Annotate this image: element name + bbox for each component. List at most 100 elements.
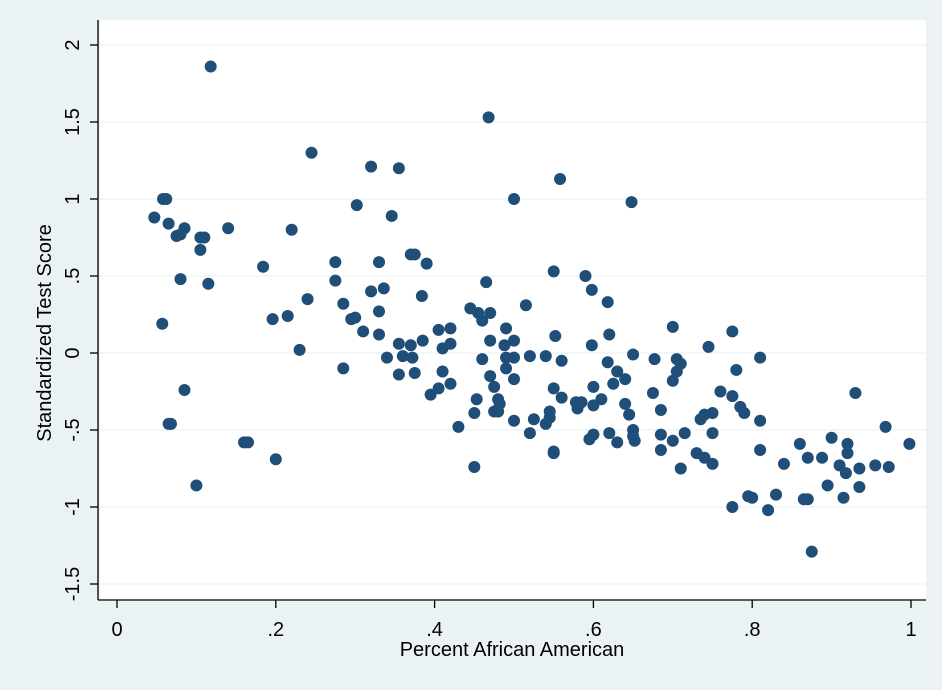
data-point: [345, 313, 358, 326]
data-point: [377, 282, 390, 295]
y-tick-label: -1: [62, 498, 84, 516]
data-point: [706, 457, 719, 470]
data-point: [805, 545, 818, 558]
data-point: [432, 382, 445, 395]
data-point: [350, 199, 363, 212]
x-axis-title: Percent African American: [400, 639, 625, 661]
data-point: [670, 365, 683, 378]
data-point: [385, 209, 398, 222]
data-point: [164, 417, 177, 430]
data-point: [436, 365, 449, 378]
data-point: [603, 427, 616, 440]
data-point: [666, 434, 679, 447]
data-point: [601, 356, 614, 369]
data-point: [242, 436, 255, 449]
y-axis-title: Standardized Test Score: [34, 224, 56, 442]
data-point: [762, 504, 775, 517]
data-point: [162, 217, 175, 230]
data-point: [484, 370, 497, 383]
data-point: [373, 305, 386, 318]
data-point: [498, 339, 511, 352]
data-point: [853, 480, 866, 493]
data-point: [380, 351, 393, 364]
data-point: [488, 380, 501, 393]
data-point: [266, 313, 279, 326]
data-point: [882, 460, 895, 473]
data-point: [470, 393, 483, 406]
data-point: [523, 427, 536, 440]
data-point: [508, 193, 520, 205]
data-point: [305, 146, 318, 159]
data-point: [373, 328, 386, 341]
data-point: [702, 340, 715, 353]
x-tick-label: .4: [426, 619, 443, 641]
data-point: [726, 390, 739, 403]
data-point: [554, 172, 567, 185]
y-tick-label: 2: [62, 39, 84, 50]
data-point: [801, 451, 814, 464]
data-point: [508, 334, 520, 347]
y-tick-label: -1.5: [62, 567, 84, 601]
data-point: [585, 283, 598, 296]
data-point: [903, 437, 916, 450]
data-point: [816, 451, 829, 464]
data-point: [373, 256, 386, 269]
data-point: [444, 322, 457, 335]
data-point: [611, 436, 624, 449]
data-point: [555, 354, 568, 367]
data-point: [587, 380, 600, 393]
data-point: [601, 296, 614, 309]
data-point: [281, 310, 294, 323]
data-point: [869, 459, 882, 472]
data-point: [178, 383, 191, 396]
data-point: [452, 420, 465, 433]
data-point: [539, 350, 552, 363]
data-point: [555, 391, 568, 404]
data-point: [222, 222, 235, 235]
data-point: [408, 367, 421, 380]
data-point: [654, 428, 667, 441]
data-point: [523, 350, 536, 363]
data-point: [329, 256, 342, 269]
data-point: [415, 290, 428, 303]
data-point: [269, 453, 282, 466]
data-point: [754, 351, 767, 364]
data-point: [879, 420, 892, 433]
data-point: [365, 285, 378, 298]
data-point: [839, 467, 852, 480]
data-point: [619, 373, 632, 386]
data-point: [480, 276, 493, 289]
data-point: [547, 382, 560, 395]
data-point: [337, 297, 350, 310]
data-point: [468, 460, 481, 473]
data-point: [611, 365, 624, 378]
data-point: [329, 274, 342, 287]
data-point: [587, 428, 600, 441]
data-point: [849, 387, 862, 400]
data-point: [777, 457, 790, 470]
data-point: [202, 277, 215, 290]
data-point: [539, 417, 552, 430]
data-point: [841, 447, 854, 460]
data-point: [392, 162, 405, 175]
data-point: [194, 243, 207, 256]
data-point: [285, 223, 298, 236]
data-point: [738, 407, 751, 420]
plot-area: [100, 20, 926, 600]
data-point: [476, 353, 489, 366]
data-point: [549, 330, 562, 343]
data-point: [801, 493, 814, 506]
y-axis-ticks: -1.5 -1 -.5 0 .5 1 1.5 2: [62, 39, 98, 601]
data-point: [579, 270, 592, 282]
data-point: [730, 363, 743, 376]
data-point: [625, 196, 638, 209]
data-point: [301, 293, 314, 306]
data-point: [714, 385, 727, 398]
data-point: [293, 343, 306, 356]
x-tick-label: .8: [744, 619, 761, 641]
data-point: [587, 399, 600, 412]
data-point: [623, 408, 636, 421]
data-point: [404, 339, 417, 352]
data-point: [174, 273, 187, 286]
